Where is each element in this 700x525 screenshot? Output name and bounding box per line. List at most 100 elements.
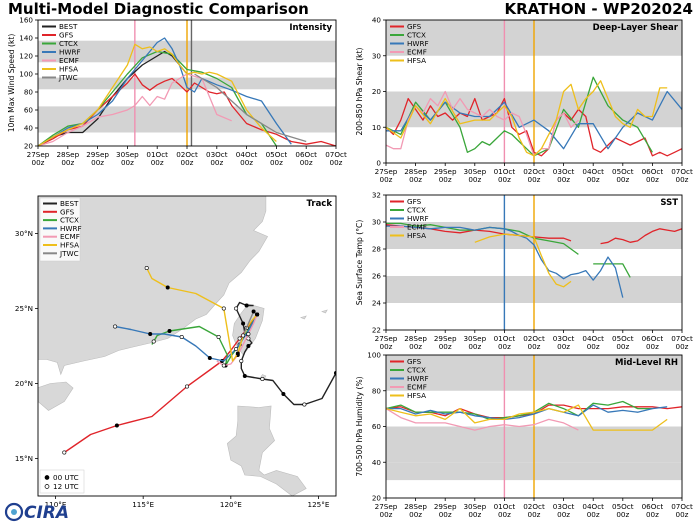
intensity-xtick-label: 27Sep 00z: [27, 150, 50, 167]
shear-xtick-label: 01Oct 00z: [494, 167, 516, 184]
cira-logo-text: CIRA: [24, 503, 69, 523]
rh-series-hfsa-line: [386, 404, 668, 431]
shear-ytick-label: 30: [372, 51, 382, 60]
track-map-layer: [38, 196, 336, 496]
shear-xtick-label: 03Oct 00z: [553, 167, 575, 184]
intensity-legend-label-best: BEST: [59, 22, 78, 31]
intensity-ytick-label: 160: [19, 16, 33, 25]
shear-ytick-label: 0: [376, 159, 381, 168]
track-ytick-label: 30°N: [15, 229, 33, 238]
intensity-legend-label-hwrf: HWRF: [59, 48, 81, 57]
sst-panel-title: SST: [660, 198, 678, 208]
track-jtwc-point: [241, 333, 246, 338]
intensity-legend-label-ctcx: CTCX: [59, 39, 78, 48]
track-ctcx-point: [151, 339, 156, 344]
rh-legend-label-hfsa: HFSA: [407, 391, 426, 400]
sst-ytick-label: 32: [372, 191, 381, 200]
shear-series-gfs-line: [386, 97, 682, 157]
track-best-point: [281, 391, 286, 396]
track-ecmf-point: [221, 363, 226, 368]
shear-xtick-label: 02Oct 00z: [523, 167, 545, 184]
rh-xtick-label: 07Oct 00z: [671, 502, 693, 519]
rh-ytick-label: 100: [367, 351, 381, 360]
track-ctcx-point: [216, 334, 221, 339]
track-legend-label-jtwc: JTWC: [59, 249, 79, 258]
track-ctcx-point: [167, 328, 172, 333]
track-hwrf-point: [148, 331, 153, 336]
shear-legend-label-ecmf: ECMF: [407, 48, 427, 57]
sst-legend-label-ctcx: CTCX: [407, 206, 426, 215]
sst-ytick-label: 30: [372, 218, 382, 227]
track-best-point: [241, 321, 246, 326]
marker-00utc-label: 00 UTC: [53, 473, 79, 482]
rh-series-hwrf-line: [386, 404, 668, 421]
shear-panel-title: Deep-Layer Shear: [593, 23, 679, 33]
sst-xtick-label: 01Oct 00z: [494, 334, 516, 351]
intensity-ytick-label: 60: [24, 106, 34, 115]
shear-xtick-label: 30Sep 00z: [463, 167, 486, 184]
sst-series-group: [386, 222, 682, 298]
sst-xtick-label: 05Oct 00z: [612, 334, 634, 351]
shear-ytick-label: 20: [372, 87, 382, 96]
track-xtick-label: 115°E: [132, 500, 154, 509]
sst-series-hfsa-line: [474, 233, 572, 288]
sst-legend-label-hfsa: HFSA: [407, 231, 426, 240]
shear-ytick-label: 40: [372, 16, 382, 25]
sst-xtick-label: 07Oct 00z: [671, 334, 693, 351]
intensity-legend-label-hfsa: HFSA: [59, 65, 78, 74]
track-panel-title: Track: [307, 199, 333, 209]
panel-rh: 20 40 60 80 100 27Sep 00z 28Sep 00z 29Sep 00z 30Sep…: [355, 351, 693, 520]
sst-xtick-label: 27Sep 00z: [375, 334, 398, 351]
intensity-xtick-label: 28Sep 00z: [56, 150, 79, 167]
rh-legend-label-gfs: GFS: [407, 357, 422, 366]
panel-sst: 22 24 26 28 30 32 27Sep 00z 28Sep 00z 29Sep 00z 30Se…: [355, 191, 693, 352]
track-xtick-label: 120°E: [220, 500, 242, 509]
cira-logo: CIRA: [4, 502, 69, 523]
rh-ytick-label: 60: [372, 422, 382, 431]
rh-ytick-label: 40: [372, 458, 382, 467]
track-frame: [37, 195, 337, 497]
intensity-series-hfsa-line: [38, 43, 277, 146]
track-hwrf-point: [234, 346, 239, 351]
sst-series-ctcx-line: [593, 263, 631, 278]
sst-series-gfs-line: [600, 228, 682, 245]
panel-shear: 0 10 20 30 40 27Sep 00z 28Sep 00z 29Sep 00z 30Sep 00…: [355, 16, 693, 185]
rh-xtick-label: 27Sep 00z: [375, 502, 398, 519]
intensity-xtick-label: 29Sep 00z: [86, 150, 109, 167]
sst-xtick-label: 29Sep 00z: [434, 334, 457, 351]
shear-xtick-label: 07Oct 00z: [671, 167, 693, 184]
shear-ytick-label: 10: [372, 123, 382, 132]
track-legend-label-ecmf: ECMF: [60, 232, 80, 241]
title-right: KRATHON - WP202024: [504, 0, 693, 18]
track-hfsa-point: [221, 306, 226, 311]
sst-legend-label-ecmf: ECMF: [407, 223, 427, 232]
rh-xtick-label: 29Sep 00z: [434, 502, 457, 519]
shear-series-group: [386, 76, 682, 157]
track-hfsa-point: [235, 351, 240, 356]
intensity-panel-title: Intensity: [289, 23, 332, 33]
track-ytick-label: 25°N: [15, 304, 33, 313]
intensity-series-hwrf-line: [38, 37, 292, 146]
sst-xtick-label: 30Sep 00z: [463, 334, 486, 351]
track-gfs-point: [114, 423, 119, 428]
rh-legend-label-hwrf: HWRF: [407, 374, 429, 383]
sst-ytick-label: 28: [372, 245, 382, 254]
track-best-point: [302, 402, 307, 407]
shear-series-hfsa-line: [386, 80, 668, 157]
shear-legend-label-hwrf: HWRF: [407, 39, 429, 48]
rh-panel-title: Mid-Level RH: [615, 358, 678, 368]
title-left: Multi-Model Diagnostic Comparison: [8, 0, 309, 18]
sst-xtick-label: 06Oct 00z: [642, 334, 664, 351]
sst-ytick-label: 26: [372, 272, 382, 281]
track-best-point: [244, 303, 249, 308]
shear-legend-label-hfsa: HFSA: [407, 56, 426, 65]
track-best-point: [246, 343, 251, 348]
intensity-xtick-label: 05Oct 00z: [266, 150, 288, 167]
sst-legend-label-hwrf: HWRF: [407, 214, 429, 223]
track-best-point: [239, 358, 244, 363]
rh-xtick-label: 06Oct 00z: [642, 502, 664, 519]
